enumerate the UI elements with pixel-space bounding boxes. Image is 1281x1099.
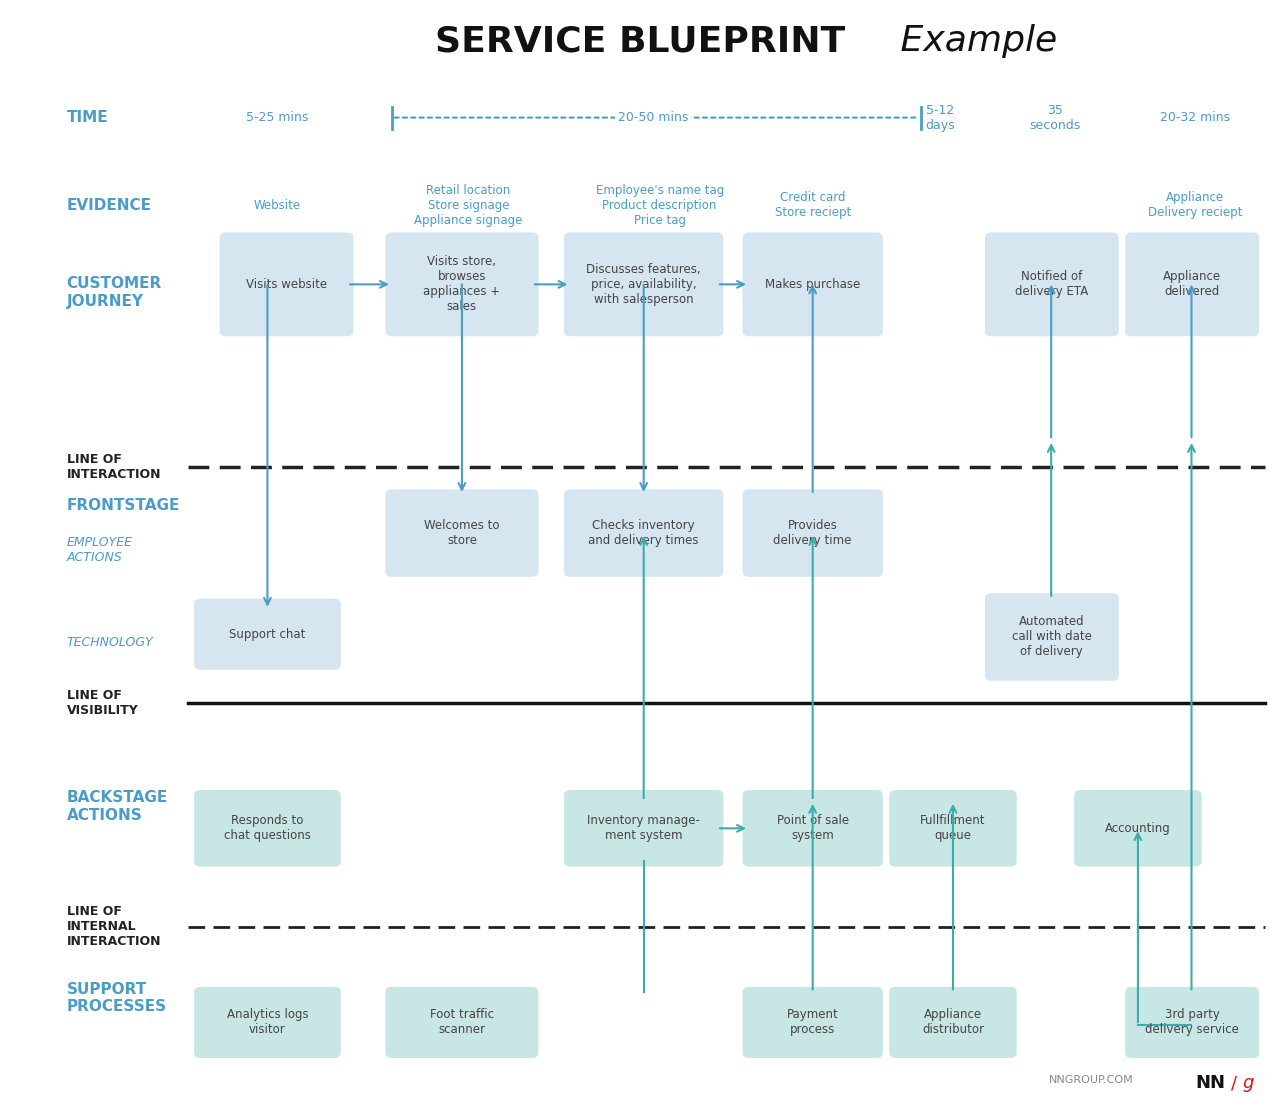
Text: Provides
delivery time: Provides delivery time bbox=[774, 519, 852, 547]
Text: 3rd party
delivery service: 3rd party delivery service bbox=[1145, 1009, 1239, 1036]
FancyBboxPatch shape bbox=[564, 790, 724, 867]
Text: NN: NN bbox=[1195, 1074, 1226, 1092]
FancyBboxPatch shape bbox=[386, 489, 538, 577]
Text: Credit card
Store reciept: Credit card Store reciept bbox=[775, 191, 851, 219]
FancyBboxPatch shape bbox=[195, 987, 341, 1058]
Text: LINE OF
VISIBILITY: LINE OF VISIBILITY bbox=[67, 689, 138, 717]
Text: Payment
process: Payment process bbox=[787, 1009, 839, 1036]
Text: Support chat: Support chat bbox=[229, 628, 306, 641]
Text: Appliance
distributor: Appliance distributor bbox=[922, 1009, 984, 1036]
FancyBboxPatch shape bbox=[1125, 987, 1259, 1058]
Text: BACKSTAGE
ACTIONS: BACKSTAGE ACTIONS bbox=[67, 790, 168, 823]
Text: g: g bbox=[1243, 1074, 1254, 1092]
Text: 5-12
days: 5-12 days bbox=[925, 103, 956, 132]
Text: Visits website: Visits website bbox=[246, 278, 327, 291]
Text: Accounting: Accounting bbox=[1106, 822, 1171, 835]
Text: 5-25 mins: 5-25 mins bbox=[246, 111, 309, 124]
FancyBboxPatch shape bbox=[386, 232, 538, 336]
FancyBboxPatch shape bbox=[985, 232, 1118, 336]
FancyBboxPatch shape bbox=[1075, 790, 1202, 867]
Text: Notified of
delivery ETA: Notified of delivery ETA bbox=[1016, 270, 1089, 298]
Text: TIME: TIME bbox=[67, 110, 108, 125]
Text: Analytics logs
visitor: Analytics logs visitor bbox=[227, 1009, 309, 1036]
FancyBboxPatch shape bbox=[743, 232, 883, 336]
Text: 35
seconds: 35 seconds bbox=[1030, 103, 1081, 132]
Text: EVIDENCE: EVIDENCE bbox=[67, 198, 151, 212]
Text: Appliance
Delivery reciept: Appliance Delivery reciept bbox=[1148, 191, 1243, 219]
Text: Welcomes to
store: Welcomes to store bbox=[424, 519, 500, 547]
Text: 20-32 mins: 20-32 mins bbox=[1161, 111, 1230, 124]
Text: SUPPORT
PROCESSES: SUPPORT PROCESSES bbox=[67, 981, 167, 1014]
Text: FRONTSTAGE: FRONTSTAGE bbox=[67, 498, 179, 513]
FancyBboxPatch shape bbox=[889, 790, 1017, 867]
Text: SERVICE BLUEPRINT: SERVICE BLUEPRINT bbox=[436, 24, 845, 58]
Text: LINE OF
INTERNAL
INTERACTION: LINE OF INTERNAL INTERACTION bbox=[67, 906, 161, 948]
Text: Responds to
chat questions: Responds to chat questions bbox=[224, 814, 311, 842]
Text: Visits store,
browses
appliances +
sales: Visits store, browses appliances + sales bbox=[424, 255, 501, 313]
Text: Website: Website bbox=[254, 199, 301, 212]
Text: Appliance
delivered: Appliance delivered bbox=[1163, 270, 1221, 298]
Text: Checks inventory
and delivery times: Checks inventory and delivery times bbox=[588, 519, 699, 547]
Text: Inventory manage-
ment system: Inventory manage- ment system bbox=[587, 814, 701, 842]
FancyBboxPatch shape bbox=[564, 489, 724, 577]
FancyBboxPatch shape bbox=[195, 790, 341, 867]
Text: NNGROUP.COM: NNGROUP.COM bbox=[1049, 1075, 1134, 1085]
Text: Discusses features,
price, availability,
with salesperson: Discusses features, price, availability,… bbox=[587, 263, 701, 306]
Text: Employee's name tag
Product description
Price tag: Employee's name tag Product description … bbox=[596, 184, 724, 226]
Text: EMPLOYEE
ACTIONS: EMPLOYEE ACTIONS bbox=[67, 535, 132, 564]
FancyBboxPatch shape bbox=[743, 790, 883, 867]
FancyBboxPatch shape bbox=[889, 987, 1017, 1058]
FancyBboxPatch shape bbox=[1125, 232, 1259, 336]
Text: Point of sale
system: Point of sale system bbox=[776, 814, 849, 842]
Text: Example: Example bbox=[889, 24, 1057, 58]
FancyBboxPatch shape bbox=[743, 489, 883, 577]
FancyBboxPatch shape bbox=[219, 232, 354, 336]
Text: TECHNOLOGY: TECHNOLOGY bbox=[67, 636, 154, 648]
Text: LINE OF
INTERACTION: LINE OF INTERACTION bbox=[67, 454, 161, 481]
Text: Makes purchase: Makes purchase bbox=[765, 278, 861, 291]
Text: Fullfillment
queue: Fullfillment queue bbox=[920, 814, 986, 842]
Text: Foot traffic
scanner: Foot traffic scanner bbox=[430, 1009, 494, 1036]
FancyBboxPatch shape bbox=[564, 232, 724, 336]
Text: Retail location
Store signage
Appliance signage: Retail location Store signage Appliance … bbox=[414, 184, 523, 226]
Text: CUSTOMER
JOURNEY: CUSTOMER JOURNEY bbox=[67, 276, 161, 309]
Text: Automated
call with date
of delivery: Automated call with date of delivery bbox=[1012, 615, 1091, 658]
Text: /: / bbox=[1231, 1074, 1237, 1092]
FancyBboxPatch shape bbox=[386, 987, 538, 1058]
FancyBboxPatch shape bbox=[195, 599, 341, 669]
FancyBboxPatch shape bbox=[743, 987, 883, 1058]
Text: 20-50 mins: 20-50 mins bbox=[617, 111, 688, 124]
FancyBboxPatch shape bbox=[985, 593, 1118, 680]
